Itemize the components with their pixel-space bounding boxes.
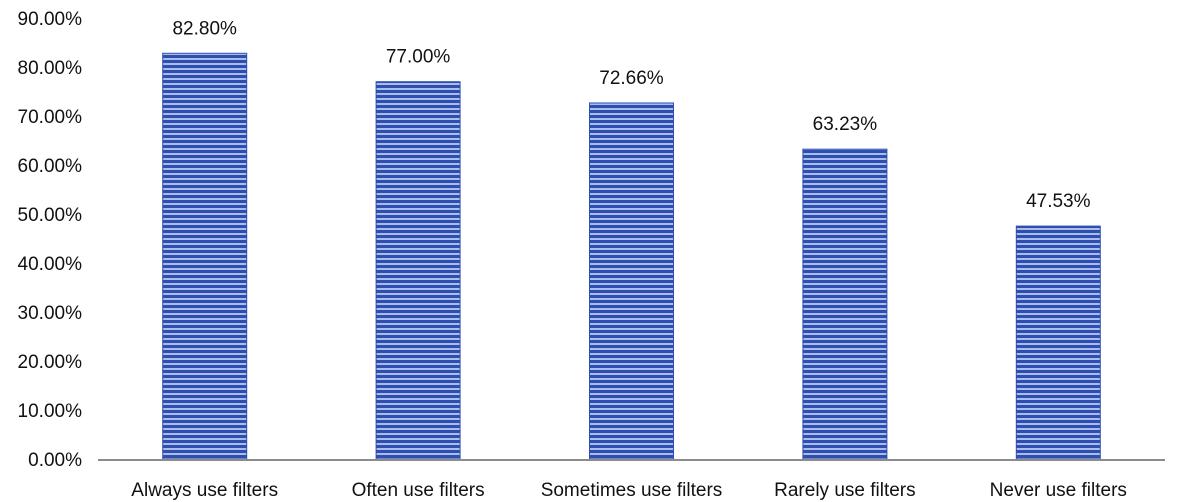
y-tick-label: 60.00% xyxy=(18,156,83,177)
bar xyxy=(162,52,248,460)
data-labels: 82.80% 77.00% 72.66% 63.23% 47.53% xyxy=(172,18,1090,212)
bar-value-label: 72.66% xyxy=(599,68,664,89)
y-axis-tick-labels: 0.00% 10.00% 20.00% 30.00% 40.00% 50.00% 60.00… xyxy=(18,9,83,471)
category-labels: Always use filters Often use filters Somet… xyxy=(131,480,1127,501)
x-category-label: Always use filters xyxy=(131,480,278,501)
y-tick-label: 50.00% xyxy=(18,205,83,226)
bars xyxy=(162,52,1101,460)
y-tick-label: 10.00% xyxy=(18,401,83,422)
x-category-label: Never use filters xyxy=(990,480,1127,501)
bar xyxy=(589,102,674,460)
y-tick-label: 0.00% xyxy=(28,450,82,471)
y-tick-label: 30.00% xyxy=(18,303,83,324)
bar-value-label: 63.23% xyxy=(813,114,878,135)
bar xyxy=(375,81,461,460)
y-tick-label: 20.00% xyxy=(18,352,83,373)
bar xyxy=(802,148,888,460)
y-tick-label: 80.00% xyxy=(18,58,83,79)
bar-value-label: 47.53% xyxy=(1026,191,1091,212)
y-tick-label: 90.00% xyxy=(18,9,83,30)
bar xyxy=(1015,225,1101,460)
y-tick-label: 40.00% xyxy=(18,254,83,275)
y-tick-label: 70.00% xyxy=(18,107,83,128)
x-category-label: Often use filters xyxy=(352,480,485,501)
bar-value-label: 77.00% xyxy=(386,47,451,68)
bar-value-label: 82.80% xyxy=(172,18,237,39)
x-category-label: Sometimes use filters xyxy=(541,480,723,501)
x-category-label: Rarely use filters xyxy=(774,480,916,501)
